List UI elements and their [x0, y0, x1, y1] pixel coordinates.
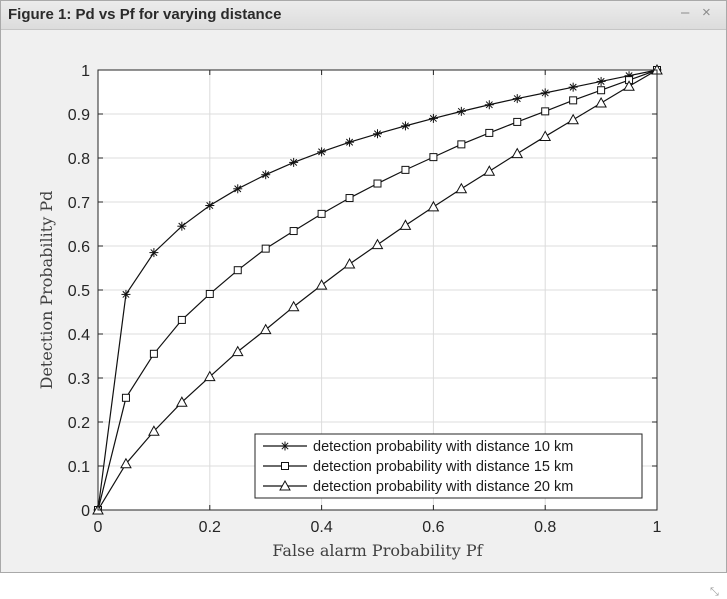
triangle-marker [279, 479, 291, 491]
square-marker [457, 140, 466, 149]
square-marker [373, 179, 382, 188]
triangle-marker [287, 300, 300, 312]
y-tick-label: 0.6 [68, 239, 90, 256]
triangle-marker [148, 425, 160, 436]
triangle-marker [623, 80, 635, 91]
y-axis-label: Detection Probability Pd [37, 191, 56, 390]
triangle-marker [315, 279, 328, 290]
window-title: Figure 1: Pd vs Pf for varying distance [8, 6, 282, 23]
triangle-marker [176, 396, 188, 407]
asterisk-marker [261, 170, 271, 180]
y-tick-label: 0.2 [68, 415, 90, 432]
x-tick-label: 0.4 [310, 519, 332, 536]
triangle-marker [371, 238, 384, 250]
triangle-marker [455, 182, 468, 194]
square-marker [317, 209, 326, 218]
legend-item: detection probability with distance 15 k… [263, 459, 573, 475]
y-tick-label: 0.8 [68, 151, 90, 168]
triangle-marker [231, 345, 244, 357]
y-tick-label: 1 [81, 63, 90, 80]
y-tick-label: 0.4 [68, 327, 90, 344]
asterisk-marker [456, 106, 466, 116]
triangle-marker [399, 219, 412, 230]
triangle-marker [427, 200, 440, 212]
x-tick-label: 0.6 [422, 519, 444, 536]
triangle-marker [539, 130, 552, 141]
legend-item: detection probability with distance 10 k… [263, 439, 573, 455]
y-tick-label: 0 [81, 503, 90, 520]
square-marker [401, 165, 410, 174]
asterisk-marker [149, 248, 159, 258]
x-tick-label: 0.8 [534, 519, 556, 536]
x-axis-label: False alarm Probability Pf [272, 541, 483, 560]
asterisk-marker [568, 82, 578, 92]
ticks: 0 0.2 0.4 0.6 0.8 1 0 0.1 0.2 0.3 0.4 0.5 0.6 0.7 0.8 0… [68, 63, 662, 536]
square-marker [205, 289, 214, 298]
square-marker [177, 315, 186, 324]
legend-box [254, 433, 643, 499]
x-tick-label: 1 [653, 519, 662, 536]
square-marker [345, 194, 354, 203]
square-marker [429, 153, 438, 162]
triangle-marker [259, 323, 272, 335]
asterisk-marker [345, 137, 355, 147]
asterisk-marker [205, 201, 215, 211]
triangle-marker [595, 96, 607, 108]
asterisk-marker [540, 88, 550, 98]
y-tick-label: 0.3 [68, 371, 90, 388]
asterisk-marker [233, 184, 243, 194]
square-marker [569, 96, 578, 105]
square-marker [121, 393, 130, 402]
asterisk-marker [317, 147, 327, 157]
asterisk-marker [177, 221, 187, 231]
resize-icon[interactable]: ⤡ [710, 586, 719, 598]
grid [98, 70, 657, 510]
figure-canvas: 0 0.2 0.4 0.6 0.8 1 0 0.1 0.2 0.3 0.4 0.5 0.6 0.7 0.8 0… [4, 30, 722, 598]
asterisk-marker [289, 157, 299, 167]
y-tick-label: 0.9 [68, 107, 90, 124]
legend-item: detection probability with distance 20 k… [263, 479, 573, 495]
triangle-marker [203, 370, 216, 382]
y-tick-label: 0.1 [68, 459, 90, 476]
square-marker [233, 266, 242, 275]
minimize-icon[interactable]: – [681, 4, 690, 21]
y-tick-label: 0.7 [68, 195, 90, 212]
legend-label: detection probability with distance 10 k… [313, 439, 573, 455]
x-tick-label: 0 [94, 519, 103, 536]
square-marker [281, 462, 289, 470]
square-marker [513, 117, 522, 126]
square-marker [149, 349, 158, 358]
asterisk-marker [280, 441, 290, 451]
square-marker [597, 86, 606, 95]
y-tick-label: 0.5 [68, 283, 90, 300]
title-bar[interactable]: Figure 1: Pd vs Pf for varying distance … [1, 1, 726, 30]
triangle-marker [483, 165, 496, 176]
square-marker [485, 128, 494, 137]
asterisk-marker [484, 100, 494, 110]
triangle-marker [567, 113, 579, 125]
line-chart: 0 0.2 0.4 0.6 0.8 1 0 0.1 0.2 0.3 0.4 0.5 0.6 0.7 0.8 0… [4, 30, 722, 568]
series-triangle [92, 63, 663, 515]
close-icon[interactable]: × [702, 4, 711, 21]
square-marker [289, 227, 298, 236]
triangle-marker [511, 147, 524, 159]
square-marker [261, 244, 270, 253]
asterisk-marker [400, 121, 410, 131]
square-marker [541, 107, 550, 116]
triangle-marker [120, 457, 132, 469]
legend-label: detection probability with distance 20 k… [313, 479, 573, 495]
asterisk-marker [121, 289, 131, 299]
asterisk-marker [428, 113, 438, 123]
asterisk-marker [596, 76, 606, 86]
x-tick-label: 0.2 [199, 519, 221, 536]
legend-label: detection probability with distance 15 k… [313, 459, 573, 475]
legend: detection probability with distance 10 k… [254, 433, 643, 499]
triangle-marker [343, 258, 356, 269]
asterisk-marker [373, 129, 382, 139]
asterisk-marker [512, 94, 522, 104]
